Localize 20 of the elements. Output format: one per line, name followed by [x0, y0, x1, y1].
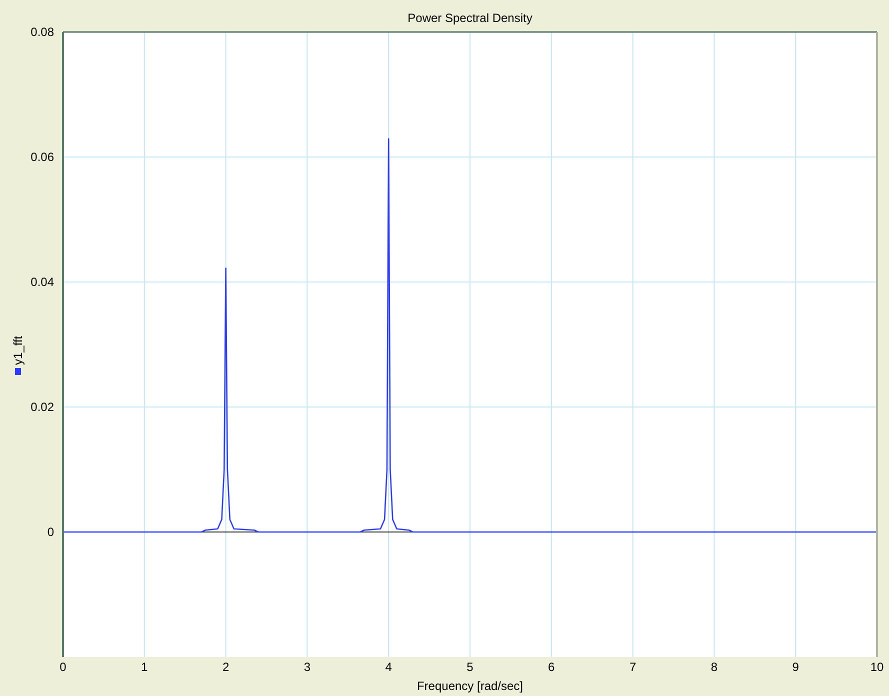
y-tick-label: 0.04 [30, 275, 54, 289]
x-tick-label: 5 [466, 660, 474, 674]
x-tick-label: 6 [548, 660, 556, 674]
x-tick-label: 8 [710, 660, 718, 674]
chart-title: Power Spectral Density [408, 11, 532, 25]
x-axis-title: Frequency [rad/sec] [416, 679, 524, 693]
x-tick-label: 10 [870, 660, 884, 674]
y-tick-label: 0.02 [30, 400, 54, 414]
y-tick-label: 0.06 [30, 150, 54, 164]
x-tick-label: 3 [304, 660, 311, 674]
x-tick-label: 1 [141, 660, 148, 674]
x-tick-label: 9 [792, 660, 800, 674]
x-tick-label: 0 [60, 660, 67, 674]
line-series [62, 138, 878, 533]
text: y1_fft [11, 335, 25, 365]
x-tick-label: 2 [222, 660, 230, 674]
y-tick-label: 0.08 [30, 25, 54, 39]
y-tick-label: 0 [47, 525, 54, 539]
x-tick-label: 7 [629, 660, 636, 674]
x-tick-label: 4 [385, 660, 392, 674]
